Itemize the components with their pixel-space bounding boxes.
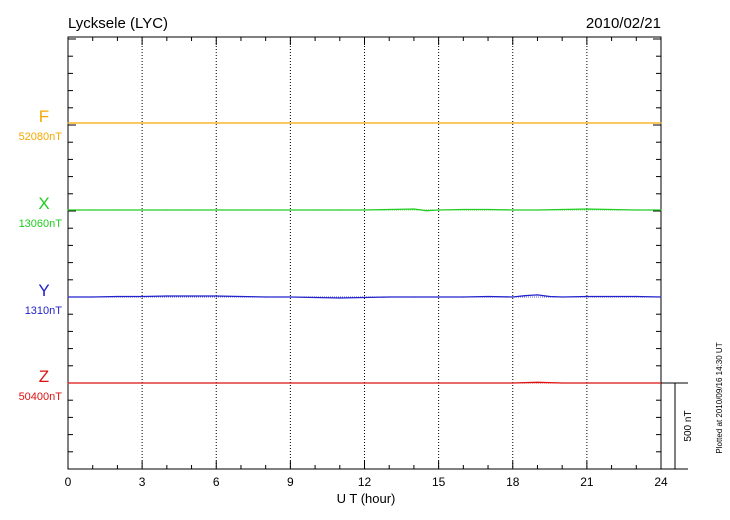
data-point-y <box>536 294 539 296</box>
data-point-z <box>215 382 217 384</box>
data-point-z <box>363 382 366 384</box>
plotted-note: Plotted at 2010/09/16 14:30 UT <box>715 342 724 453</box>
data-point-z <box>141 382 143 384</box>
x-tick-label: 3 <box>139 475 146 489</box>
data-point-y <box>92 296 94 298</box>
tick-layer: 0 3 6 9 12 15 18 21 24 <box>65 37 668 489</box>
series-name-f: F <box>39 107 49 126</box>
data-point-x <box>67 209 69 211</box>
data-point-y <box>265 296 267 298</box>
series-name-z: Z <box>39 367 49 386</box>
data-point-y <box>116 295 119 298</box>
baseline-label-y: 1310nT <box>25 305 63 317</box>
data-point-y <box>363 296 366 299</box>
data-point-z <box>586 382 588 384</box>
grid-layer <box>141 37 588 469</box>
data-point-y <box>190 295 193 297</box>
data-point-y <box>438 296 440 298</box>
data-point-y <box>141 295 143 298</box>
data-point-x <box>339 209 341 211</box>
x-tick-label: 18 <box>506 475 520 489</box>
series-line-x <box>68 208 661 212</box>
chart-title: Lycksele (LYC) <box>68 15 168 32</box>
data-point-f <box>141 122 143 124</box>
data-point-y <box>561 296 563 298</box>
data-point-y <box>314 296 316 299</box>
data-point-y <box>512 296 514 298</box>
x-tick-label: 21 <box>580 475 594 489</box>
x-tick-label: 0 <box>65 475 72 489</box>
series-name-y: Y <box>38 281 49 300</box>
data-point-y <box>215 295 217 297</box>
data-point-x <box>610 208 613 211</box>
data-point-x <box>425 210 427 212</box>
baseline-label-f: 52080nT <box>19 131 63 143</box>
baseline-label-z: 50400nT <box>19 391 63 403</box>
data-point-x <box>363 209 366 211</box>
x-tick-label: 6 <box>213 475 220 489</box>
data-point-z <box>561 382 563 384</box>
data-point-x <box>438 209 440 211</box>
data-point-x <box>141 209 143 211</box>
data-point-z <box>67 382 69 384</box>
data-point-y <box>240 295 242 298</box>
x-tick-label: 9 <box>287 475 294 489</box>
data-point-f <box>512 122 514 124</box>
data-point-x <box>586 208 588 210</box>
data-point-z <box>438 382 440 384</box>
data-point-f <box>289 122 291 124</box>
data-point-y <box>487 295 489 298</box>
data-point-y <box>462 296 464 298</box>
data-point-f <box>67 122 69 124</box>
data-point-y <box>610 295 613 298</box>
data-point-x <box>660 209 662 211</box>
data-point-x <box>413 208 415 210</box>
data-point-f <box>363 122 366 124</box>
data-point-y <box>413 296 415 298</box>
x-tick-label: 24 <box>654 475 668 489</box>
data-point-x <box>314 209 316 211</box>
data-point-x <box>487 208 489 211</box>
data-point-x <box>512 209 514 211</box>
data-point-y <box>549 295 551 298</box>
data-point-y <box>67 296 69 298</box>
data-point-y <box>388 296 390 298</box>
series-layer: F 52080nT X 13060nT Y 1310nT Z 50400nT <box>19 107 662 403</box>
data-point-x <box>536 209 539 211</box>
data-point-x <box>116 209 119 211</box>
data-point-x <box>215 209 217 211</box>
data-point-f <box>215 122 217 124</box>
series-name-x: X <box>38 194 49 213</box>
x-axis-label: U T (hour) <box>337 491 396 506</box>
data-point-y <box>586 295 588 298</box>
data-point-z <box>536 381 539 383</box>
data-point-y <box>289 296 291 298</box>
chart-date: 2010/02/21 <box>586 15 661 32</box>
data-point-x <box>190 209 193 211</box>
data-point-f <box>660 122 662 124</box>
data-point-x <box>240 209 242 211</box>
data-point-x <box>462 208 464 211</box>
data-point-f <box>438 122 440 124</box>
data-point-x <box>265 209 267 211</box>
data-point-y <box>635 295 637 298</box>
data-point-y <box>660 296 662 298</box>
data-point-x <box>92 209 94 211</box>
data-point-x <box>388 208 390 211</box>
data-point-y <box>339 297 341 299</box>
data-point-x <box>561 208 563 211</box>
data-point-y <box>166 295 168 297</box>
x-tick-label: 12 <box>358 475 372 489</box>
data-point-y <box>524 295 526 297</box>
data-point-z <box>512 382 514 384</box>
data-point-x <box>166 209 168 211</box>
baseline-label-x: 13060nT <box>19 218 63 230</box>
x-tick-label: 15 <box>432 475 446 489</box>
data-point-f <box>586 122 588 124</box>
data-point-x <box>289 209 291 211</box>
data-point-z <box>289 382 291 384</box>
scale-bar-label: 500 nT <box>683 410 694 441</box>
data-point-x <box>635 209 637 211</box>
